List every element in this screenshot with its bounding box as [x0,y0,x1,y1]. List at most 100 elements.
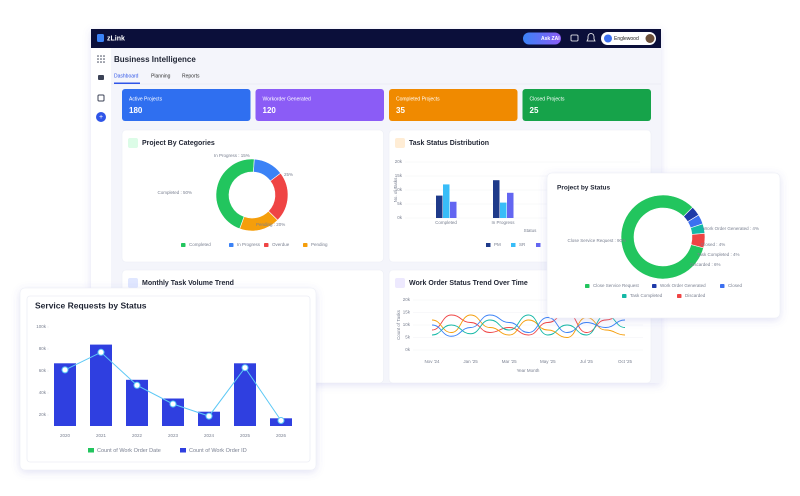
x-tick-label: Mar '25 [502,359,517,364]
add-button[interactable] [96,112,106,122]
legend-label: In Progress [237,242,261,247]
x-tick-label: Completed [435,220,457,225]
y-tick-label: 40k [39,390,47,395]
line-point [97,348,105,356]
chart-title: Work Order Status Trend Over Time [409,280,528,287]
kpi-value: 35 [396,106,405,115]
line-point [241,364,249,372]
kpi-card[interactable] [389,89,518,121]
x-tick-label: 2020 [60,433,71,438]
bar [450,201,457,218]
donut-segment [620,194,704,280]
y-tick-label: 0k [397,215,403,220]
kpi-label: Workorder Generated [263,96,311,102]
x-axis-label: Year Month [517,368,540,373]
x-tick-label: Jul '25 [580,359,593,364]
x-tick-label: 2022 [132,433,143,438]
data-label: Task Completed : 4% [697,252,740,257]
legend-label: Close Service Request [593,283,640,288]
y-tick-label: 0k [405,347,411,352]
legend-label: Discarded [685,293,706,298]
nav-icon[interactable] [97,94,105,102]
line-point [61,366,69,374]
kpi-card[interactable] [122,89,251,121]
chart-title: Project by Status [557,185,610,192]
x-tick-label: 2024 [204,433,215,438]
bell-icon[interactable] [586,33,596,42]
add-icon[interactable]: + [99,114,103,121]
chart-title: Task Status Distribution [409,140,489,147]
chart-icon [128,278,138,288]
data-label: Closed : 4% [701,242,725,247]
line-point [169,400,177,408]
data-label: Work Order Generated : 4% [703,226,759,231]
legend-label: Count of Work Order ID [189,448,247,454]
bar [500,202,507,218]
tab[interactable]: Planning [151,73,171,79]
trend-line [431,314,626,336]
x-tick-label: 2021 [96,433,107,438]
ask-label[interactable]: Ask ZAI [541,36,560,42]
donut-segment [239,210,279,232]
chart-title: Service Requests by Status [35,300,147,310]
kpi-card[interactable] [255,89,385,121]
bar [443,184,450,218]
x-tick-label: May '25 [540,359,556,364]
legend-marker [486,243,491,247]
x-tick-label: In Progress [491,220,515,225]
y-tick-label: 15k [403,310,411,315]
y-tick-label: 80k [39,346,47,351]
x-tick-label: Jan '25 [463,359,478,364]
kpi-label: Active Projects [129,96,163,102]
data-label: 25% [284,172,293,177]
x-tick-label: Oct '25 [618,359,633,364]
chart-title: Monthly Task Volume Trend [142,280,234,287]
bar [507,192,514,218]
legend-marker [536,243,541,247]
x-tick-label: 2023 [168,433,179,438]
y-tick-label: 10k [403,322,411,327]
avatar[interactable] [645,34,655,43]
logo-icon [97,34,104,42]
bar [90,344,112,426]
legend-marker [229,243,234,247]
tab[interactable]: Dashboard [114,73,139,79]
legend-label: Pending [311,242,328,247]
legend-label: Count of Work Order Date [97,448,161,454]
legend-marker [88,448,94,453]
chart-title: Project By Categories [142,140,215,147]
kpi-label: Closed Projects [530,96,566,102]
y-tick-label: 20k [403,297,411,302]
y-tick-label: 15k [395,173,403,178]
card [121,129,384,263]
y-tick-label: 100k [36,324,47,329]
bar [493,180,500,218]
data-label: Discarded : 6% [690,262,721,267]
trend-line [431,312,626,336]
menu-icon[interactable] [97,55,105,63]
legend-label: Closed [728,283,743,288]
bar [436,195,443,218]
y-axis-label: Count of Tasks [396,309,401,339]
legend-marker [585,284,590,288]
chart-icon [395,138,405,148]
chart-icon [395,278,405,288]
kpi-card[interactable] [522,89,652,121]
ask-button[interactable] [523,32,561,45]
tab-indicator [114,82,140,84]
chat-icon[interactable] [570,34,579,42]
legend-marker [264,243,269,247]
nav-icon[interactable] [98,75,104,80]
line-point [133,381,141,389]
location-label[interactable]: Englewood [614,36,639,42]
y-tick-label: 20k [395,159,403,164]
line-point [277,417,285,424]
kpi-label: Completed Projects [396,96,440,102]
chart-icon [128,138,138,148]
data-label: Close Service Request : 90% [567,238,626,243]
location-button[interactable] [601,32,656,45]
data-label: Pending : 20% [256,222,285,227]
legend-marker [720,284,725,288]
tab[interactable]: Reports [182,73,200,79]
